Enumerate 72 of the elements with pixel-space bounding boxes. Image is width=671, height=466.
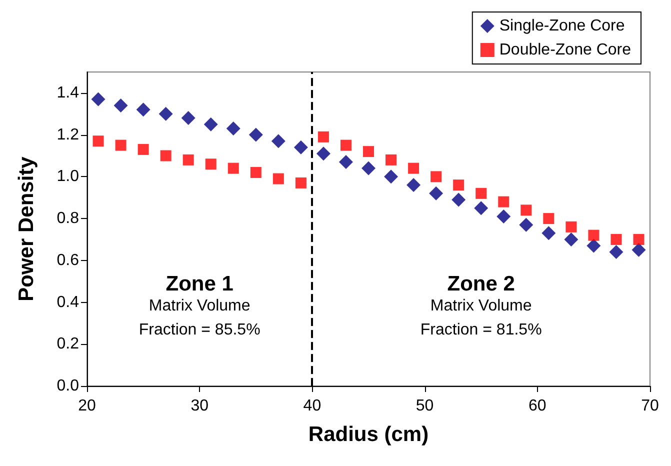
y-axis-title: Power Density bbox=[15, 156, 38, 302]
y-tick-label: 0.4 bbox=[56, 294, 80, 311]
point bbox=[136, 102, 150, 117]
point bbox=[138, 144, 149, 155]
y-tick-label: 0.8 bbox=[56, 210, 80, 228]
point bbox=[272, 173, 284, 184]
point bbox=[519, 218, 534, 232]
y-tick-label: 0.6 bbox=[56, 252, 80, 269]
point bbox=[114, 98, 128, 112]
point bbox=[248, 128, 263, 142]
point bbox=[430, 171, 442, 182]
point bbox=[476, 188, 487, 199]
y-tick-label: 1.2 bbox=[56, 126, 80, 144]
point bbox=[158, 106, 173, 121]
point bbox=[452, 192, 466, 207]
point bbox=[566, 221, 577, 232]
point bbox=[92, 136, 104, 147]
y-tick-label: 1.0 bbox=[56, 168, 80, 186]
legend-label: Single-Zone Core bbox=[499, 18, 625, 34]
point bbox=[362, 161, 376, 176]
point bbox=[181, 111, 196, 126]
x-tick-label: 70 bbox=[641, 398, 659, 414]
annotation: Zone 2 bbox=[447, 272, 515, 296]
point bbox=[474, 201, 488, 216]
y-tick-label: 0.0 bbox=[56, 378, 80, 394]
point bbox=[340, 140, 352, 151]
point bbox=[386, 154, 397, 166]
point bbox=[338, 155, 353, 170]
x-axis-title: Radius (cm) bbox=[308, 423, 429, 446]
annotation: Matrix Volume Fraction = 81.5% bbox=[420, 298, 542, 338]
point bbox=[115, 140, 126, 151]
point bbox=[453, 180, 464, 191]
x-tick-label: 20 bbox=[78, 398, 96, 414]
annotation: Matrix Volume Fraction = 85.5% bbox=[138, 298, 260, 338]
point bbox=[496, 209, 511, 224]
x-tick-label: 60 bbox=[528, 398, 546, 414]
y-tick-label: 1.4 bbox=[56, 84, 80, 102]
point bbox=[182, 154, 194, 166]
point bbox=[632, 242, 646, 257]
point bbox=[542, 226, 556, 240]
point bbox=[543, 213, 554, 224]
point bbox=[610, 234, 622, 245]
point bbox=[205, 158, 216, 170]
x-tick-label: 40 bbox=[303, 398, 322, 414]
point bbox=[226, 122, 240, 136]
point bbox=[429, 186, 444, 200]
point bbox=[384, 170, 398, 184]
point bbox=[91, 92, 106, 106]
point bbox=[406, 178, 421, 192]
point bbox=[520, 204, 532, 216]
x-tick-label: 50 bbox=[416, 398, 434, 414]
point bbox=[564, 232, 578, 246]
point bbox=[363, 146, 374, 158]
point bbox=[609, 245, 624, 260]
point bbox=[408, 162, 420, 174]
point bbox=[294, 140, 308, 154]
point bbox=[588, 230, 600, 241]
point bbox=[250, 166, 262, 178]
point bbox=[586, 238, 601, 253]
point bbox=[633, 234, 644, 245]
point bbox=[498, 196, 510, 208]
point bbox=[295, 177, 306, 188]
legend-label: Double-Zone Core bbox=[499, 42, 632, 58]
point bbox=[316, 146, 330, 161]
point bbox=[271, 134, 286, 148]
annotation: Zone 1 bbox=[166, 272, 234, 296]
x-tick-label: 30 bbox=[190, 398, 209, 414]
point bbox=[318, 131, 329, 142]
y-tick-label: 0.2 bbox=[56, 336, 80, 353]
point bbox=[160, 150, 172, 162]
point bbox=[228, 162, 239, 174]
point bbox=[204, 117, 218, 132]
